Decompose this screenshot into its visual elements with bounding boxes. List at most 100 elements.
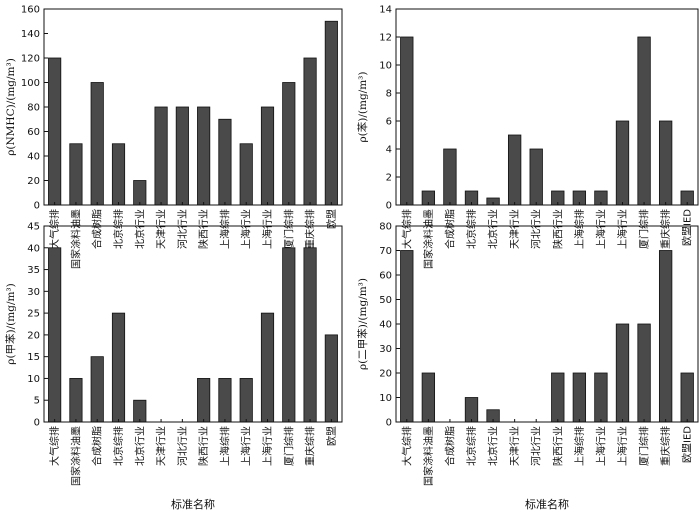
x-tick-label: 北京行业 — [133, 209, 146, 249]
y-tick-label: 20 — [27, 176, 40, 187]
y-tick-label: 60 — [379, 271, 392, 282]
x-tick-label: 上海综排 — [218, 209, 231, 249]
y-tick-label: 8 — [386, 89, 392, 100]
bar-0 — [400, 250, 414, 423]
x-tick-label: 上海行业 — [240, 209, 253, 249]
x-tick-label: 欧盟 — [326, 209, 338, 229]
chart-nmhc: 0 20 40 60 80 100 120 140 160 大气综排 国家涂料油墨 合成树脂 北京综排北… — [5, 5, 343, 269]
plot-frame — [395, 8, 699, 206]
x-tick-label: 重庆综排 — [659, 426, 672, 466]
plot-frame — [43, 225, 343, 423]
y-tick-label: 20 — [27, 330, 40, 341]
bar-13 — [680, 372, 694, 423]
bar-8 — [218, 118, 232, 206]
y-tick-label: 4 — [386, 145, 392, 156]
y-tick-label: 12 — [379, 33, 392, 44]
x-tick-label: 北京综排 — [465, 209, 478, 249]
x-tick-label: 欧盟IED — [682, 426, 694, 463]
y-tick-label: 40 — [27, 243, 40, 254]
x-tick-label: 天津行业 — [155, 209, 168, 249]
y-tick-label: 35 — [27, 265, 40, 276]
x-tick-label: 上海综排 — [218, 426, 231, 466]
x-tick-label: 上海行业 — [240, 426, 253, 466]
x-tick-label: 陕西行业 — [197, 209, 210, 249]
bar-9 — [239, 143, 253, 206]
y-tick-label: 30 — [27, 287, 40, 298]
bar-6 — [175, 106, 189, 206]
y-tick-label: 40 — [379, 320, 392, 331]
x-tick-label: 上海行业 — [261, 209, 274, 249]
bar-3 — [111, 312, 126, 423]
x-tick-label: 大气综排 — [400, 209, 413, 249]
y-tick-label: 6 — [386, 117, 392, 128]
x-tick-label: 上海行业 — [261, 426, 274, 466]
y-tick-label: 2 — [386, 173, 392, 184]
bar-3 — [111, 143, 126, 206]
x-tick-label: 厦门综排 — [282, 426, 295, 466]
y-tick-label: 100 — [21, 78, 40, 89]
bar-2 — [90, 356, 104, 423]
x-tick-label: 上海综排 — [573, 209, 586, 249]
x-tick-label: 重庆综排 — [304, 426, 317, 466]
bar-1 — [69, 143, 83, 206]
x-tick-label: 天津行业 — [508, 426, 521, 466]
x-tick-label: 大气综排 — [400, 426, 413, 466]
y-axis-title: ρ(NMHC)/(mg/m³) — [5, 58, 17, 156]
y-tick-label: 10 — [27, 374, 40, 385]
x-axis-title: 标准名称 — [171, 497, 215, 511]
x-tick-label: 陕西行业 — [197, 426, 210, 466]
x-tick-label: 厦门综排 — [638, 209, 651, 249]
x-tick-label: 上海行业 — [594, 426, 607, 466]
bar-11 — [637, 36, 651, 206]
bar-8 — [572, 372, 587, 423]
x-tick-label: 河北行业 — [530, 209, 543, 249]
bar-4 — [133, 399, 147, 423]
x-tick-label: 合成树脂 — [443, 209, 456, 249]
bar-5 — [154, 106, 168, 206]
bar-0 — [400, 36, 414, 206]
bar-6 — [529, 148, 543, 206]
x-tick-label: 上海行业 — [616, 209, 629, 249]
x-tick-label: 国家涂料油墨 — [69, 426, 82, 486]
x-tick-label: 河北行业 — [530, 426, 543, 466]
x-tick-label: 天津行业 — [508, 209, 521, 249]
x-tick-label: 厦门综排 — [638, 426, 651, 466]
y-axis-title: ρ(甲苯)/(mg/m³) — [4, 283, 17, 364]
y-axis-title: ρ(苯)/(mg/m³) — [356, 72, 369, 143]
plot-frame — [395, 225, 699, 423]
x-tick-label: 大气综排 — [48, 209, 61, 249]
bar-3 — [464, 397, 479, 423]
y-tick-label: 30 — [379, 344, 392, 355]
bar-0 — [48, 247, 62, 423]
x-tick-label: 上海行业 — [616, 426, 629, 466]
x-tick-label: 重庆综排 — [304, 209, 317, 249]
x-tick-label: 国家涂料油墨 — [69, 209, 82, 269]
x-tick-label: 北京行业 — [487, 426, 500, 466]
chart-toluene: 0 5 10 15 20 25 30 35 40 45 大气综排 国家涂料油墨 合成树脂 北京综排 北京行业… — [4, 222, 343, 511]
chart-benzene: 0 2 4 6 8 10 12 14 大气综排 国家涂料油墨 合成树脂 北京综排 北京行业 天津行业 河北行… — [356, 5, 699, 269]
y-tick-label: 5 — [34, 396, 40, 407]
y-tick-label: 10 — [379, 61, 392, 72]
y-tick-label: 14 — [379, 5, 392, 16]
y-tick-label: 0 — [34, 201, 40, 212]
x-tick-label: 国家涂料油墨 — [422, 209, 435, 269]
y-tick-label: 80 — [379, 222, 392, 233]
bar-10 — [260, 312, 275, 423]
bar-12 — [658, 120, 673, 206]
y-axis-title: ρ(二甲苯)/(mg/m³) — [356, 278, 369, 370]
x-tick-label: 上海行业 — [594, 209, 607, 249]
y-tick-label: 120 — [21, 54, 40, 65]
x-tick-label: 陕西行业 — [551, 209, 564, 249]
bar-9 — [594, 372, 608, 423]
bar-13 — [324, 20, 338, 206]
bar-12 — [303, 57, 317, 206]
y-tick-label: 80 — [27, 103, 40, 114]
bar-1 — [421, 372, 436, 423]
y-tick-label: 45 — [27, 222, 40, 233]
x-tick-label: 陕西行业 — [551, 426, 564, 466]
y-tick-label: 140 — [21, 29, 40, 40]
x-tick-label: 厦门综排 — [282, 209, 295, 249]
x-tick-label: 国家涂料油墨 — [422, 426, 435, 486]
bar-7 — [551, 372, 565, 423]
